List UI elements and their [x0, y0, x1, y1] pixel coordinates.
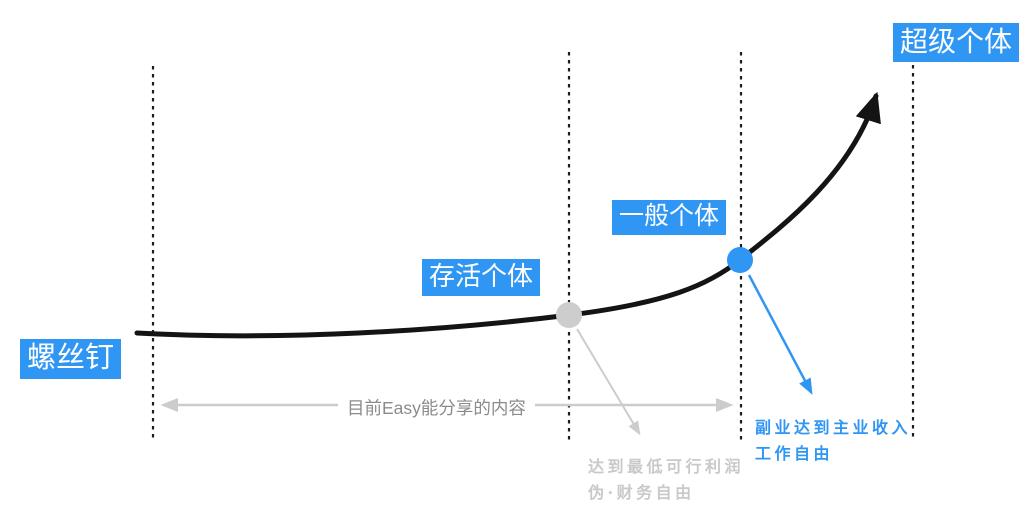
ordinary-note-line1: 副业达到主业收入 [755, 418, 912, 437]
ordinary-milestone-arrow [747, 274, 813, 395]
survival-milestone-arrow [576, 328, 641, 436]
stage-label-survival: 存活个体 [422, 259, 541, 296]
survival-note-line2: 伪·财务自由 [588, 483, 695, 502]
survival-note-line1: 达到最低可行利润 [588, 457, 745, 476]
ordinary-note-line2: 工作自由 [755, 444, 834, 463]
survival-milestone-dot [556, 302, 582, 328]
stage-label-ordinary: 一般个体 [612, 200, 727, 235]
ordinary-milestone-dot [727, 247, 753, 273]
stage-label-screw: 螺丝钉 [20, 339, 122, 380]
survival-milestone-note: 达到最低可行利润 伪·财务自由 [588, 454, 744, 506]
growth-curve [134, 91, 881, 339]
stage-label-super: 超级个体 [893, 23, 1020, 63]
share-range-label: 目前Easy能分享的内容 [338, 395, 535, 420]
ordinary-milestone-note: 副业达到主业收入 工作自由 [755, 415, 911, 467]
